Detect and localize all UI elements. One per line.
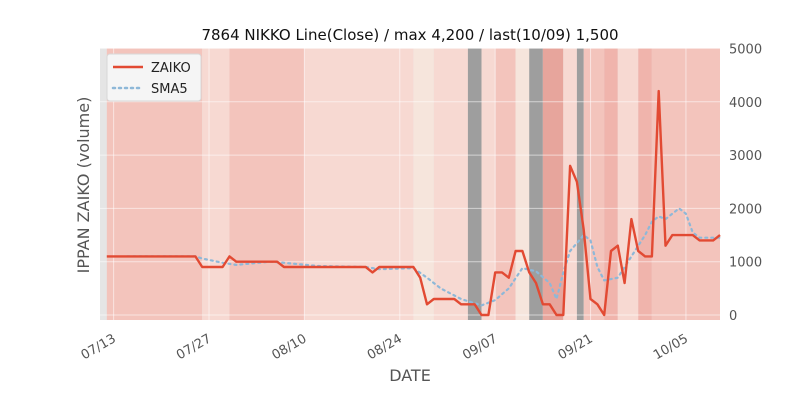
y-tick-label-4000: 4000 (729, 96, 762, 111)
y-tick-label-1000: 1000 (729, 256, 762, 271)
background-band-16 (617, 48, 639, 320)
series-line-zaiko (106, 89, 721, 317)
series-line-sma5 (126, 207, 722, 307)
y-tick-label-2000: 2000 (729, 202, 762, 217)
chart-title: 7864 NIKKO Line(Close) / max 4,200 / las… (201, 26, 618, 44)
background-band-14 (583, 48, 605, 320)
background-band-9 (515, 48, 530, 320)
background-band-17 (638, 48, 652, 320)
legend: ZAIKO SMA5 (106, 53, 202, 102)
background-band-6 (467, 48, 482, 320)
y-tick-label-5000: 5000 (729, 43, 762, 58)
x-tick-label-2: 08/10 (269, 331, 309, 363)
y-tick-label-3000: 3000 (729, 149, 762, 164)
y-tick-label-0: 0 (729, 309, 737, 324)
x-tick-label-4: 09/07 (460, 331, 500, 363)
background-band-13 (576, 48, 584, 320)
background-band-2 (229, 48, 305, 320)
series-layer (106, 89, 722, 317)
x-tick-label-3: 08/24 (365, 331, 405, 363)
legend-label-zaiko: ZAIKO (151, 61, 191, 76)
x-tick-label-1: 07/27 (174, 331, 214, 363)
background-band-7 (481, 48, 496, 320)
legend-label-sma5: SMA5 (151, 82, 188, 97)
background-band-3 (304, 48, 414, 320)
background-band-5 (433, 48, 468, 320)
background-band-1 (202, 48, 230, 320)
background-band-10 (529, 48, 543, 320)
background-band-8 (495, 48, 516, 320)
background-band-4 (413, 48, 434, 320)
x-tick-label-6: 10/05 (651, 331, 691, 363)
x-tick-label-5: 09/21 (556, 331, 596, 363)
y-axis: 0 1000 2000 3000 4000 5000 (729, 43, 762, 325)
y-axis-label: IPPAN ZAIKO (volume) (74, 97, 93, 274)
background-band-11 (542, 48, 564, 320)
x-axis: 07/13 07/27 08/10 08/24 09/07 09/21 10/05 (79, 331, 691, 363)
x-axis-label: DATE (389, 366, 431, 385)
background-band-15 (604, 48, 618, 320)
x-tick-label-0: 07/13 (79, 331, 119, 363)
